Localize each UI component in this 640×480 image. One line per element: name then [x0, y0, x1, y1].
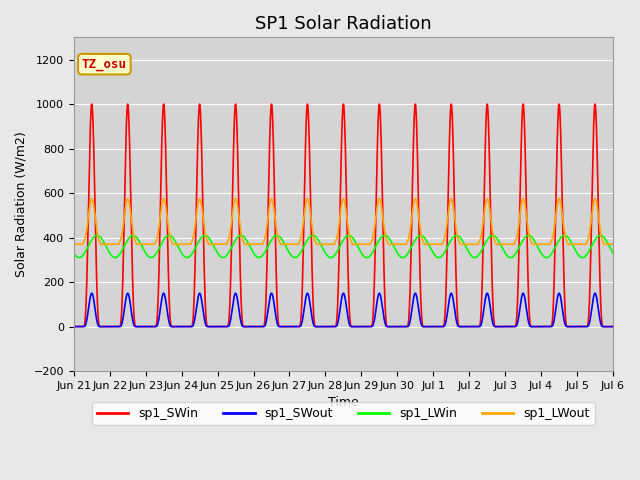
sp1_SWin	[609, 324, 616, 329]
sp1_LWout	[323, 241, 331, 247]
sp1_LWout	[465, 241, 472, 247]
Y-axis label: Solar Radiation (W/m2): Solar Radiation (W/m2)	[15, 132, 28, 277]
sp1_LWout	[495, 241, 502, 247]
sp1_LWout	[167, 237, 175, 242]
Text: TZ_osu: TZ_osu	[82, 58, 127, 71]
sp1_SWout	[323, 324, 331, 329]
sp1_LWout	[88, 196, 95, 202]
sp1_LWin	[165, 232, 173, 238]
sp1_LWout	[435, 241, 442, 247]
X-axis label: Time: Time	[328, 396, 359, 409]
sp1_LWin	[167, 233, 175, 239]
Line: sp1_LWin: sp1_LWin	[74, 235, 613, 258]
sp1_LWin	[183, 255, 191, 261]
sp1_LWout	[609, 241, 617, 247]
sp1_SWin	[70, 324, 77, 329]
sp1_LWin	[323, 253, 331, 259]
sp1_SWin	[495, 324, 502, 329]
sp1_LWin	[70, 250, 77, 256]
Title: SP1 Solar Radiation: SP1 Solar Radiation	[255, 15, 432, 33]
sp1_SWout	[167, 324, 175, 329]
sp1_LWin	[609, 249, 616, 255]
sp1_SWin	[609, 324, 617, 329]
Line: sp1_SWout: sp1_SWout	[74, 293, 613, 326]
sp1_SWout	[88, 290, 95, 296]
sp1_SWin	[167, 322, 175, 327]
sp1_LWin	[609, 250, 617, 256]
sp1_SWout	[495, 324, 502, 329]
sp1_SWout	[609, 324, 616, 329]
sp1_LWin	[435, 255, 442, 261]
sp1_LWin	[465, 249, 472, 254]
sp1_SWin	[465, 324, 472, 329]
sp1_SWin	[435, 324, 442, 329]
sp1_SWin	[323, 324, 331, 329]
sp1_LWout	[609, 241, 616, 247]
Legend: sp1_SWin, sp1_SWout, sp1_LWin, sp1_LWout: sp1_SWin, sp1_SWout, sp1_LWin, sp1_LWout	[92, 402, 595, 425]
Line: sp1_LWout: sp1_LWout	[74, 199, 613, 244]
sp1_SWout	[435, 324, 442, 329]
sp1_LWout	[70, 241, 77, 247]
sp1_SWout	[70, 324, 77, 329]
sp1_LWin	[495, 239, 503, 244]
sp1_SWout	[609, 324, 617, 329]
sp1_SWout	[465, 324, 472, 329]
sp1_SWin	[88, 101, 95, 107]
Line: sp1_SWin: sp1_SWin	[74, 104, 613, 326]
